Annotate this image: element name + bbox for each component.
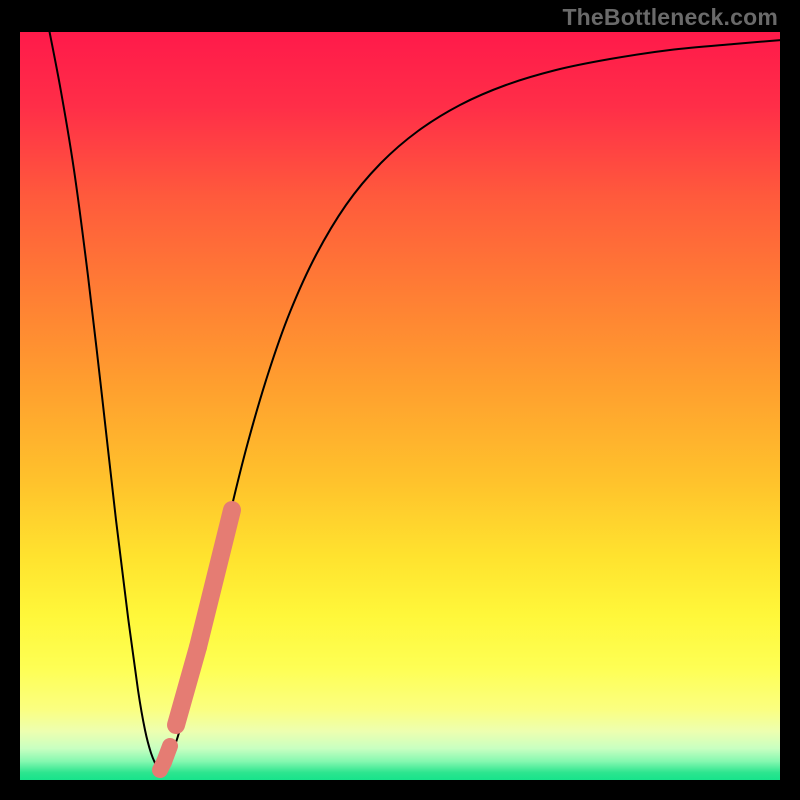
bottleneck-chart <box>0 0 800 800</box>
watermark-text: TheBottleneck.com <box>562 4 778 31</box>
chart-frame: { "meta": { "watermark": "TheBottleneck.… <box>0 0 800 800</box>
